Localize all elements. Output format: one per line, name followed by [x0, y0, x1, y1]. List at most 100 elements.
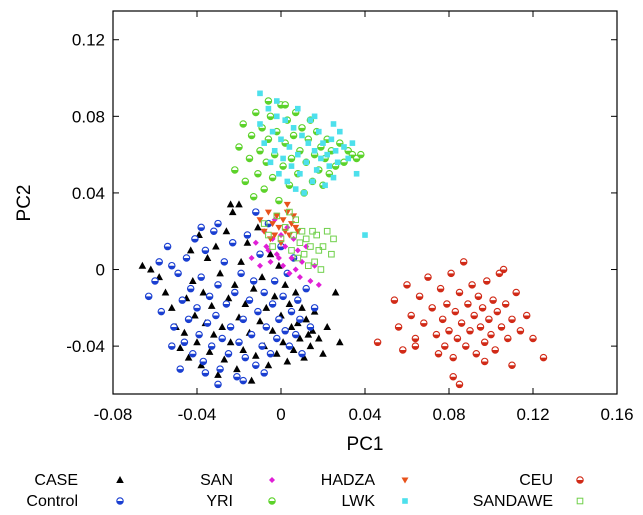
legend-marker — [401, 477, 409, 484]
series-case — [138, 200, 344, 384]
data-point — [292, 266, 299, 273]
data-point — [436, 284, 445, 293]
data-point — [260, 228, 268, 235]
data-point — [455, 288, 464, 297]
data-point — [302, 315, 310, 323]
data-point — [357, 150, 365, 159]
data-point — [296, 334, 304, 342]
data-point — [295, 151, 301, 158]
legend-label: HADZA — [321, 472, 376, 489]
data-point — [281, 224, 289, 231]
data-point — [260, 185, 268, 193]
data-point — [262, 303, 271, 311]
data-point — [155, 258, 163, 266]
data-point — [297, 170, 303, 177]
data-point — [157, 307, 166, 316]
data-point — [178, 296, 187, 304]
data-point — [205, 347, 214, 355]
data-point — [480, 338, 489, 347]
data-point — [266, 350, 275, 358]
data-point — [267, 258, 274, 265]
data-point — [468, 281, 476, 289]
data-point — [201, 246, 210, 255]
data-point — [287, 322, 296, 330]
x-tick-label: 0.04 — [348, 405, 381, 424]
data-point — [276, 170, 282, 177]
data-point — [522, 311, 531, 320]
data-point — [271, 232, 279, 239]
data-point — [282, 117, 288, 123]
data-point — [184, 353, 193, 361]
data-point — [493, 307, 502, 316]
x-tick-label: -0.04 — [178, 405, 217, 424]
data-point — [300, 353, 308, 361]
data-point — [257, 262, 263, 269]
data-point — [305, 262, 312, 269]
legend-label: CASE — [34, 472, 78, 489]
data-point — [300, 250, 308, 258]
data-point — [291, 288, 300, 296]
data-point — [512, 288, 520, 297]
data-point — [264, 209, 272, 216]
data-point — [243, 231, 252, 239]
data-point — [168, 261, 176, 270]
data-point — [334, 159, 341, 166]
data-point — [504, 334, 512, 343]
data-point — [287, 307, 296, 316]
data-point — [362, 232, 368, 238]
data-point — [302, 235, 310, 243]
data-point — [323, 322, 331, 330]
series-ceu — [373, 258, 548, 389]
data-point — [269, 221, 277, 228]
data-point — [455, 380, 464, 389]
legend-label: SAN — [200, 472, 233, 489]
data-point — [180, 328, 189, 336]
data-point — [138, 261, 147, 269]
x-tick-label: 0.08 — [432, 405, 465, 424]
data-point — [163, 242, 172, 251]
data-point — [197, 361, 205, 369]
data-point — [220, 355, 229, 363]
data-point — [311, 147, 318, 154]
data-point — [269, 128, 276, 135]
x-tick-label: 0.16 — [600, 405, 633, 424]
data-point — [235, 143, 243, 151]
data-point — [424, 273, 432, 281]
data-point — [226, 323, 235, 331]
data-point — [266, 250, 275, 258]
data-point — [252, 239, 259, 246]
data-point — [241, 353, 250, 362]
data-point — [197, 223, 205, 232]
data-point — [288, 163, 295, 169]
data-point — [457, 319, 466, 327]
data-point — [462, 342, 470, 350]
data-point — [214, 380, 222, 389]
data-point — [283, 201, 291, 208]
data-point — [210, 330, 218, 338]
data-point — [306, 323, 315, 331]
data-point — [233, 365, 241, 373]
data-point — [508, 315, 516, 324]
data-point — [207, 301, 216, 309]
y-axis-label: PC2 — [14, 185, 35, 222]
data-point — [237, 269, 245, 278]
data-point — [224, 350, 233, 358]
data-point — [231, 288, 239, 297]
data-point — [279, 217, 287, 224]
data-point — [337, 128, 343, 135]
data-point — [279, 292, 287, 301]
data-point — [399, 346, 407, 354]
data-point — [231, 166, 239, 174]
data-point — [247, 330, 256, 339]
data-point — [322, 182, 328, 189]
data-point — [307, 278, 314, 285]
legend-marker — [268, 497, 276, 505]
x-tick-label: 0.12 — [516, 405, 549, 424]
data-point — [281, 327, 289, 335]
y-tick-label: 0.08 — [72, 107, 105, 126]
data-point — [275, 261, 283, 269]
data-point — [273, 334, 281, 343]
data-point — [245, 296, 254, 304]
data-point — [265, 105, 272, 112]
